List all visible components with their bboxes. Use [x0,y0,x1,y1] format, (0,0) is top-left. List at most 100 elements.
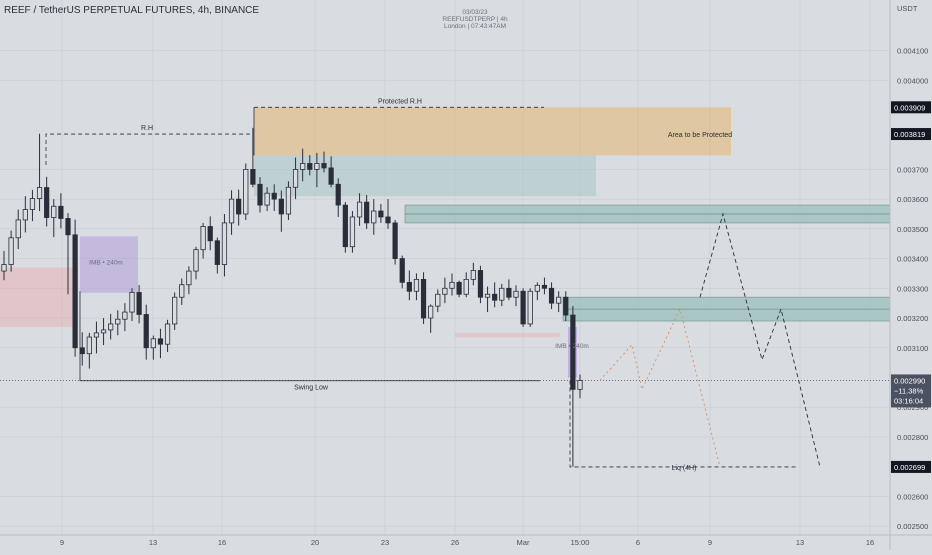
candle-body [36,187,43,199]
watermark-date: 03/03/23 [462,9,488,16]
candle-body [207,226,213,242]
candle-body [364,201,370,224]
price-marker-bg [891,460,931,473]
price-tick-label: 0.002500 [897,522,928,531]
candle-body [108,323,114,331]
candle-body [150,338,156,349]
candle-body [548,287,555,304]
projection-black [699,212,821,468]
candle-body [58,205,64,219]
candle-body [264,192,270,206]
candle-body [278,198,284,215]
candle-body [385,216,391,224]
candle-body [86,336,92,355]
candle-body [335,183,341,206]
watermark-symbol: REEFUSDTPERP | 4h [442,16,508,23]
swing-low-line [79,291,540,382]
candle-body [1,264,7,272]
candle-body [463,278,469,295]
candle-body [129,292,135,313]
candle-body [506,287,512,298]
candle-body [435,293,441,307]
candle-body [44,187,50,218]
price-axis-bg [890,0,932,550]
price-tick-label: 0.004000 [897,76,928,85]
candle-body [250,169,256,185]
annotation-lines [0,106,890,468]
candle-body [492,293,498,301]
imb-left-label: IMB • 240m [89,260,123,267]
candle-body [499,287,505,301]
current-price-label: 0.002990 [894,376,925,385]
price-tick-label: 0.003100 [897,344,928,353]
price-tick-label: 0.002800 [897,433,928,442]
candle-body [541,284,548,289]
candle-body [556,296,562,304]
price-tick-label: 0.003500 [897,225,928,234]
price-axis-currency: USDT [897,4,918,13]
candle-body [470,270,476,280]
current-price-bg [891,374,931,408]
candle-body [122,311,128,320]
candle-body [243,169,249,215]
candle-body [8,237,14,265]
candle-body [236,198,242,215]
rh-label: R.H [141,125,153,132]
price-marker-label: 0.003819 [894,130,925,139]
candle-body [456,281,462,295]
candle-body [65,218,71,236]
candle-body [136,292,142,315]
candle-body [442,287,448,295]
rh-line [45,133,250,165]
candle-body [570,314,576,390]
candle-body [349,216,356,248]
price-marker-label: 0.003909 [894,103,925,112]
candle-body [29,198,36,210]
teal-zone-upper [254,155,596,197]
time-tick-label: Mar [517,538,530,547]
price-tick-label: 0.003700 [897,165,928,174]
candle-body [342,204,348,248]
price-tick-label: 0.004100 [897,47,928,56]
protected-rh-label: Protected R.H [378,98,422,105]
candle-body [51,205,57,218]
candle-body [534,284,540,292]
candle-body [428,305,434,319]
candle-body [200,226,206,251]
time-tick-label: 15:00 [571,538,590,547]
candle-body [371,210,377,224]
time-tick-label: 13 [149,538,157,547]
candle-body [292,169,299,188]
candle-body [527,290,533,325]
candle-body [300,163,306,170]
candle-body [115,318,121,325]
candle-body [406,281,412,292]
imb-zone-left [80,236,138,293]
time-tick-label: 13 [796,538,804,547]
time-tick-label: 16 [866,538,874,547]
candle-body [93,332,100,338]
candles [1,127,583,467]
candle-body [221,222,228,265]
candle-body [214,240,220,265]
red-zone [0,267,78,327]
time-tick-label: 9 [708,538,712,547]
time-tick-label: 9 [60,538,64,547]
current-change-label: −11.38% [894,386,924,395]
liq-line [569,380,796,468]
candle-body [193,249,199,272]
time-tick-label: 6 [636,538,640,547]
time-tick-label: 16 [218,538,226,547]
candle-body [577,380,583,390]
candle-body [328,167,334,185]
candle-body [563,296,569,316]
price-tick-label: 0.003400 [897,255,928,264]
candle-body [143,314,149,349]
swing-low-label: Swing Low [294,385,329,392]
candle-body [477,270,484,298]
candle-body [271,192,277,200]
candle-body [321,163,327,169]
candle-body [285,186,292,215]
